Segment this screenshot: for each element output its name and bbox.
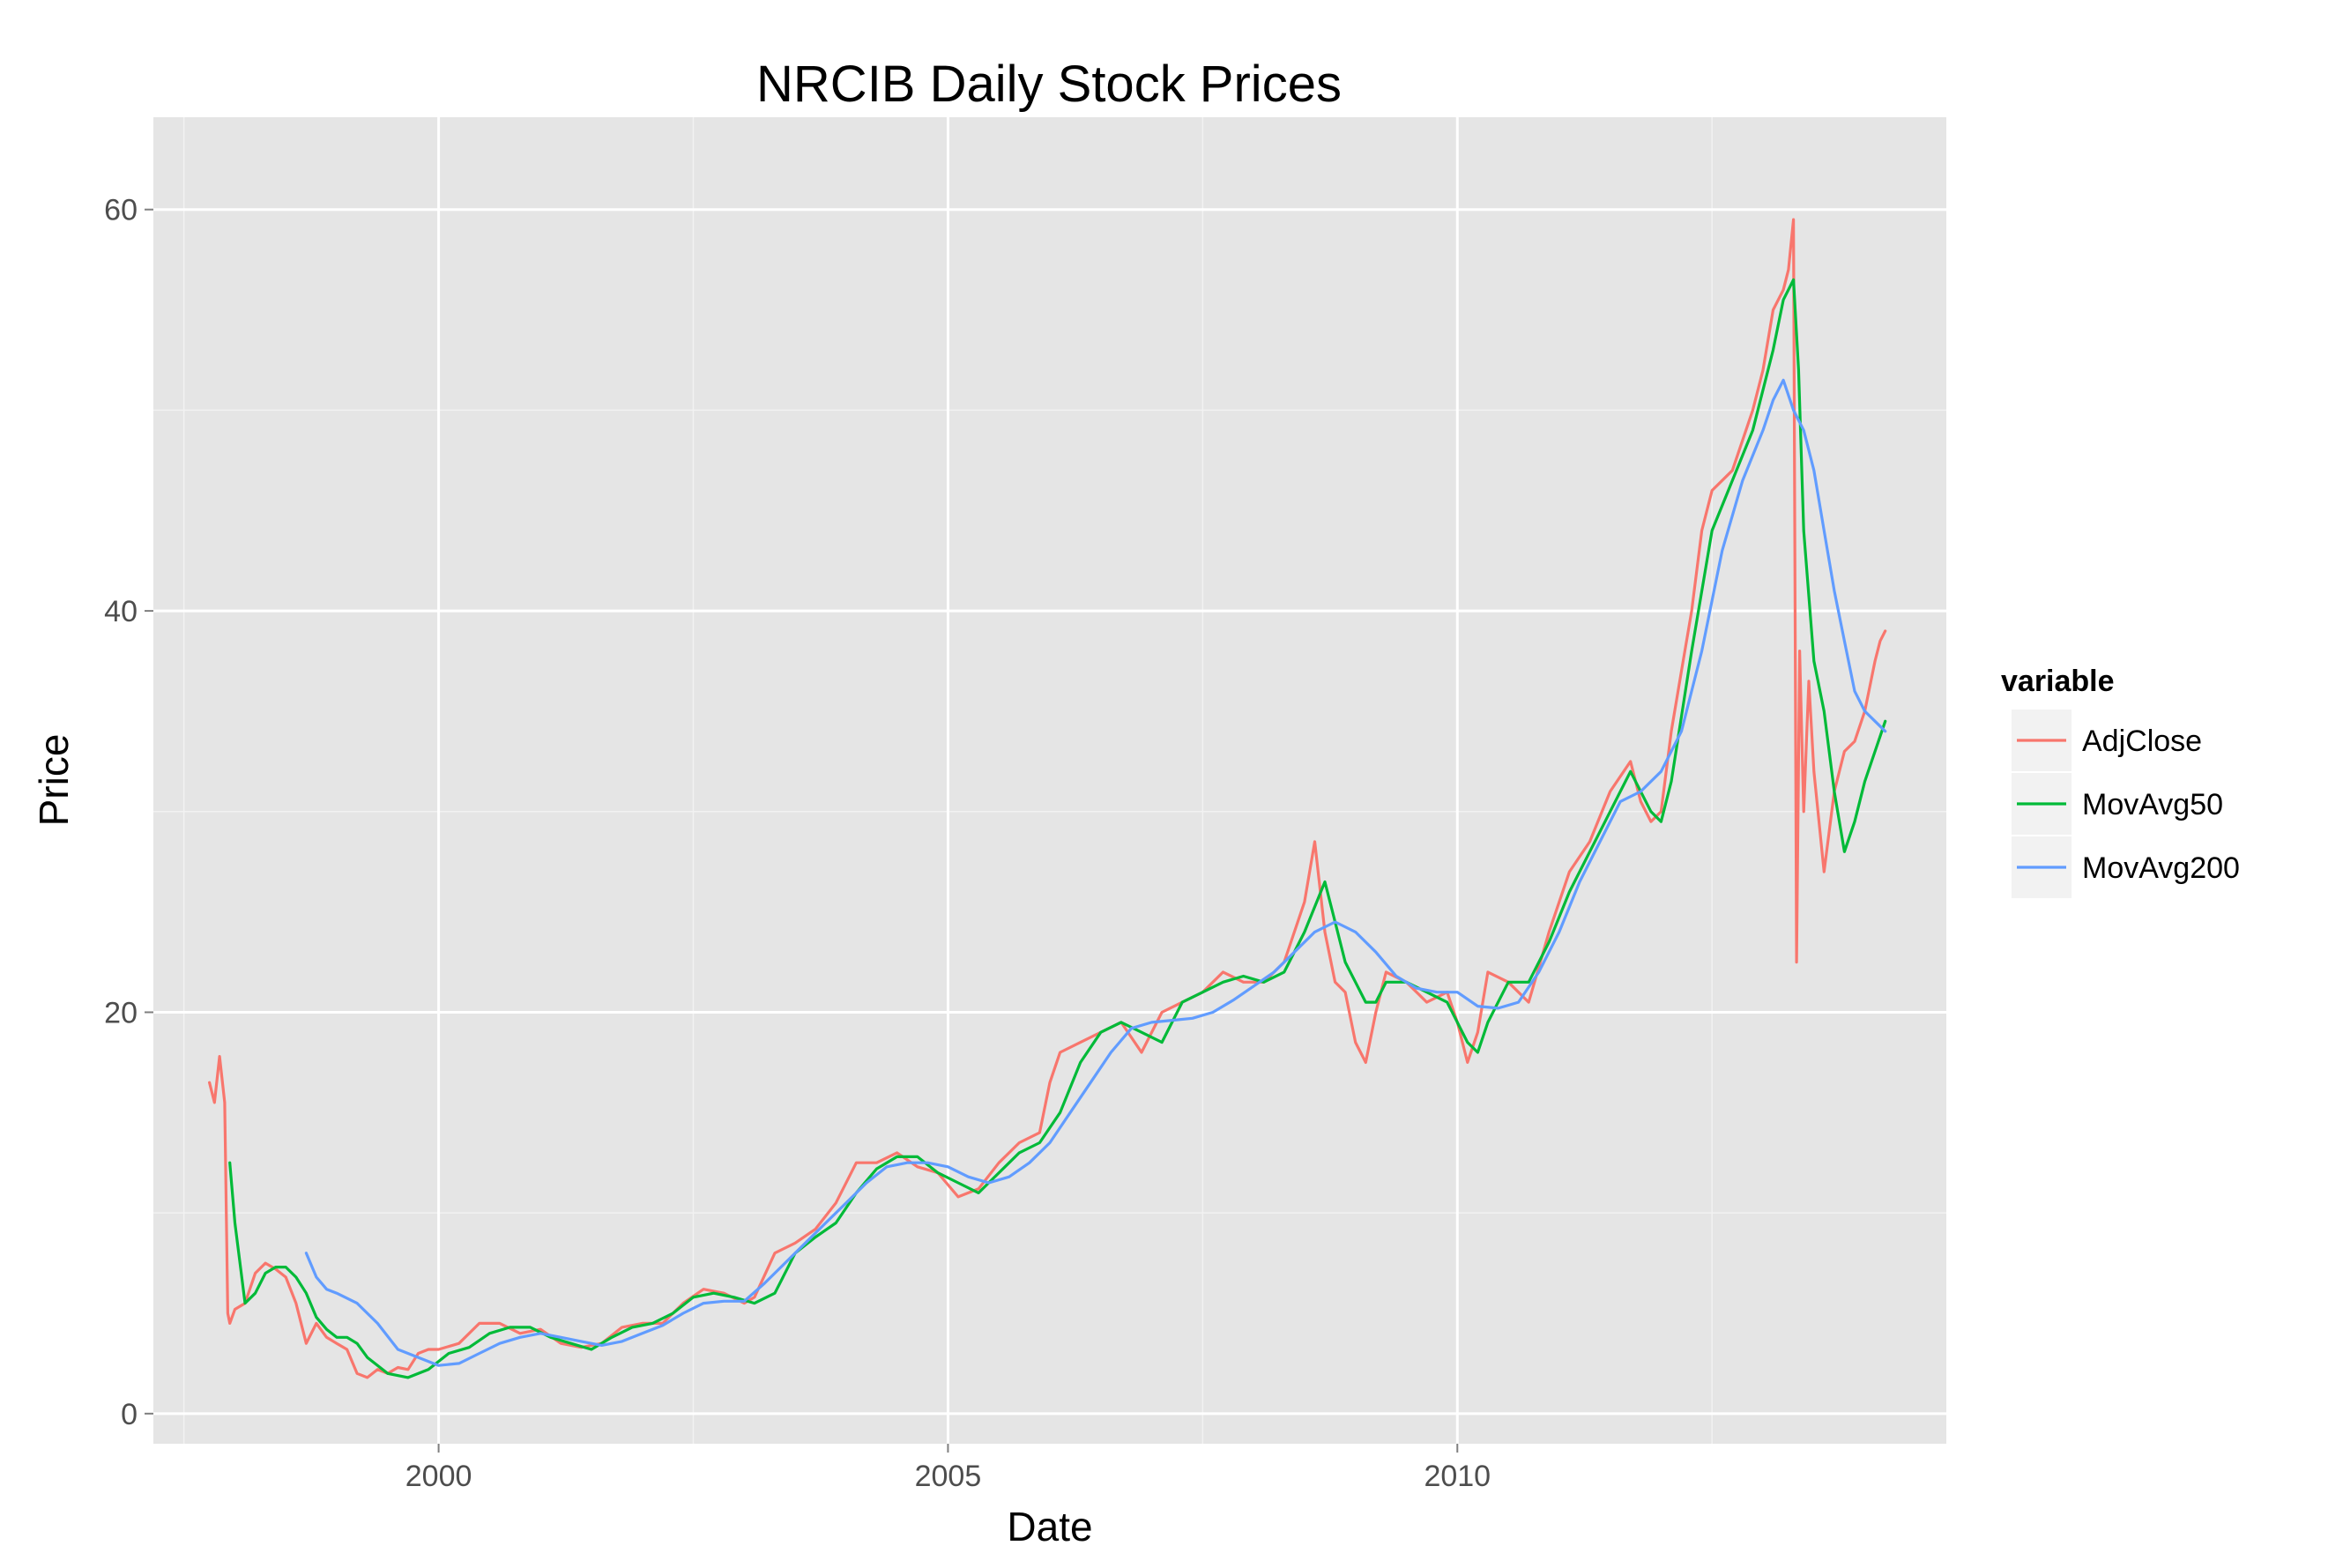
x-axis: 2000 2005 2010 [405, 1444, 1491, 1493]
x-tick-label: 2005 [915, 1460, 982, 1493]
legend-label: MovAvg50 [2082, 788, 2223, 821]
x-tick-label: 2010 [1424, 1460, 1491, 1493]
series-layer [208, 218, 1887, 1379]
series-line-movavg200 [304, 378, 1887, 1367]
y-tick-label: 0 [121, 1398, 138, 1431]
legend-label: MovAvg200 [2082, 851, 2240, 885]
y-axis: 0 20 40 60 [104, 194, 153, 1431]
y-tick-label: 60 [104, 194, 138, 227]
y-tick-label: 40 [104, 595, 138, 628]
legend-title: variable [2001, 665, 2115, 698]
chart-title: NRCIB Daily Stock Prices [756, 56, 1342, 113]
plot-panel [153, 117, 1946, 1444]
y-axis-title: Price [31, 734, 77, 827]
major-gridlines [153, 117, 1946, 1444]
x-tick-label: 2000 [405, 1460, 472, 1493]
y-tick-label: 20 [104, 996, 138, 1029]
x-axis-title: Date [1007, 1504, 1092, 1549]
minor-gridlines [153, 117, 1946, 1444]
legend-label: AdjClose [2082, 725, 2202, 758]
legend: variable AdjClose MovAvg50 MovAvg200 [2001, 665, 2240, 898]
